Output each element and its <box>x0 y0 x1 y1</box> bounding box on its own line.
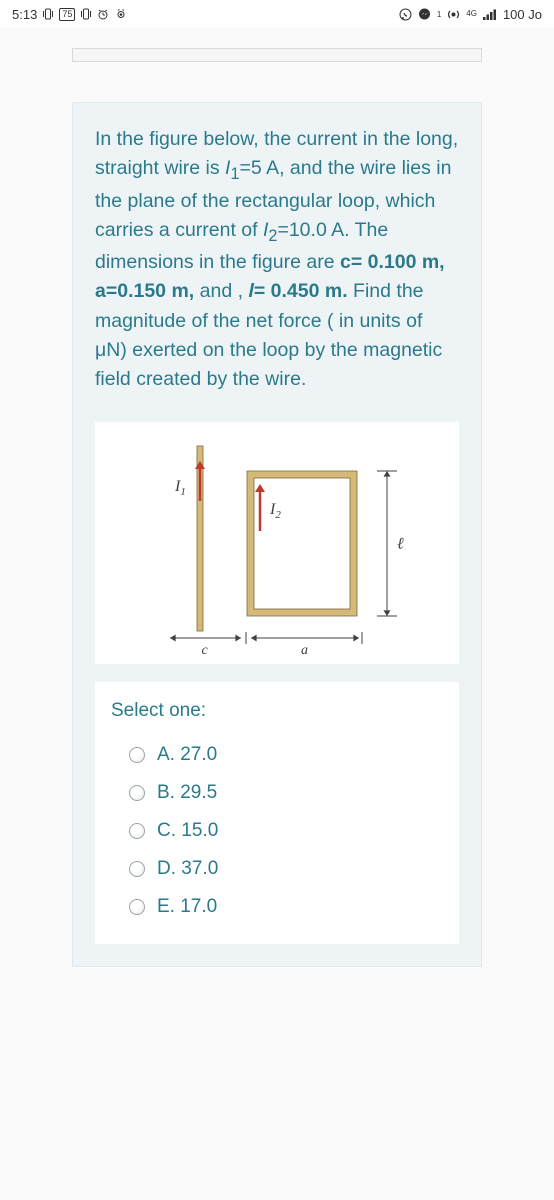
battery-icon: 75 <box>59 8 75 21</box>
page-content: In the figure below, the current in the … <box>0 28 554 967</box>
q-and: and , <box>194 280 248 302</box>
option-B[interactable]: B. 29.5 <box>111 774 443 812</box>
svg-text:I1: I1 <box>174 478 186 498</box>
status-left: 5:13 75 <box>12 7 127 22</box>
option-label: C. 15.0 <box>157 820 218 842</box>
option-A[interactable]: A. 27.0 <box>111 736 443 774</box>
answers-area: Select one: A. 27.0 B. 29.5 C. 15.0 D. 37.0… <box>95 682 459 944</box>
top-divider <box>72 48 482 62</box>
option-C[interactable]: C. 15.0 <box>111 812 443 850</box>
whatsapp-icon <box>399 8 412 21</box>
radio-icon[interactable] <box>129 747 145 763</box>
physics-figure: I1I2caℓ <box>137 436 417 656</box>
signal-icon <box>483 9 497 20</box>
option-label: B. 29.5 <box>157 782 217 804</box>
notif-count: 1 <box>437 10 441 19</box>
svg-text:c: c <box>202 643 209 656</box>
option-E[interactable]: E. 17.0 <box>111 888 443 926</box>
q-l-rest: = 0.450 m. <box>254 280 348 302</box>
network-gen: 4G <box>466 10 477 18</box>
vibrate-icon <box>43 8 53 20</box>
figure-area: I1I2caℓ <box>95 422 459 664</box>
camera-icon <box>115 8 127 20</box>
radio-icon[interactable] <box>129 899 145 915</box>
q-a-bold: a=0.150 m, <box>95 280 194 302</box>
option-D[interactable]: D. 37.0 <box>111 850 443 888</box>
vibrate-icon-2 <box>81 8 91 20</box>
radio-icon[interactable] <box>129 823 145 839</box>
status-right: 1 4G 100 Jo <box>399 7 542 22</box>
network-label: 100 Jo <box>503 7 542 22</box>
status-bar: 5:13 75 1 4G 100 Jo <box>0 0 554 28</box>
hotspot-icon <box>447 8 460 21</box>
svg-text:a: a <box>301 643 308 656</box>
messenger-icon <box>418 8 431 21</box>
option-label: E. 17.0 <box>157 896 217 918</box>
question-card: In the figure below, the current in the … <box>72 102 482 967</box>
status-time: 5:13 <box>12 7 37 22</box>
options-list: A. 27.0 B. 29.5 C. 15.0 D. 37.0 E. 17.0 <box>111 736 443 926</box>
option-label: D. 37.0 <box>157 858 218 880</box>
select-one-label: Select one: <box>111 700 443 722</box>
alarm-icon <box>97 8 109 20</box>
radio-icon[interactable] <box>129 785 145 801</box>
option-label: A. 27.0 <box>157 744 217 766</box>
q-i1-sub: 1 <box>230 165 239 183</box>
q-c-bold: c= 0.100 m, <box>340 251 445 273</box>
svg-text:ℓ: ℓ <box>397 536 404 553</box>
radio-icon[interactable] <box>129 861 145 877</box>
question-text: In the figure below, the current in the … <box>73 103 481 422</box>
